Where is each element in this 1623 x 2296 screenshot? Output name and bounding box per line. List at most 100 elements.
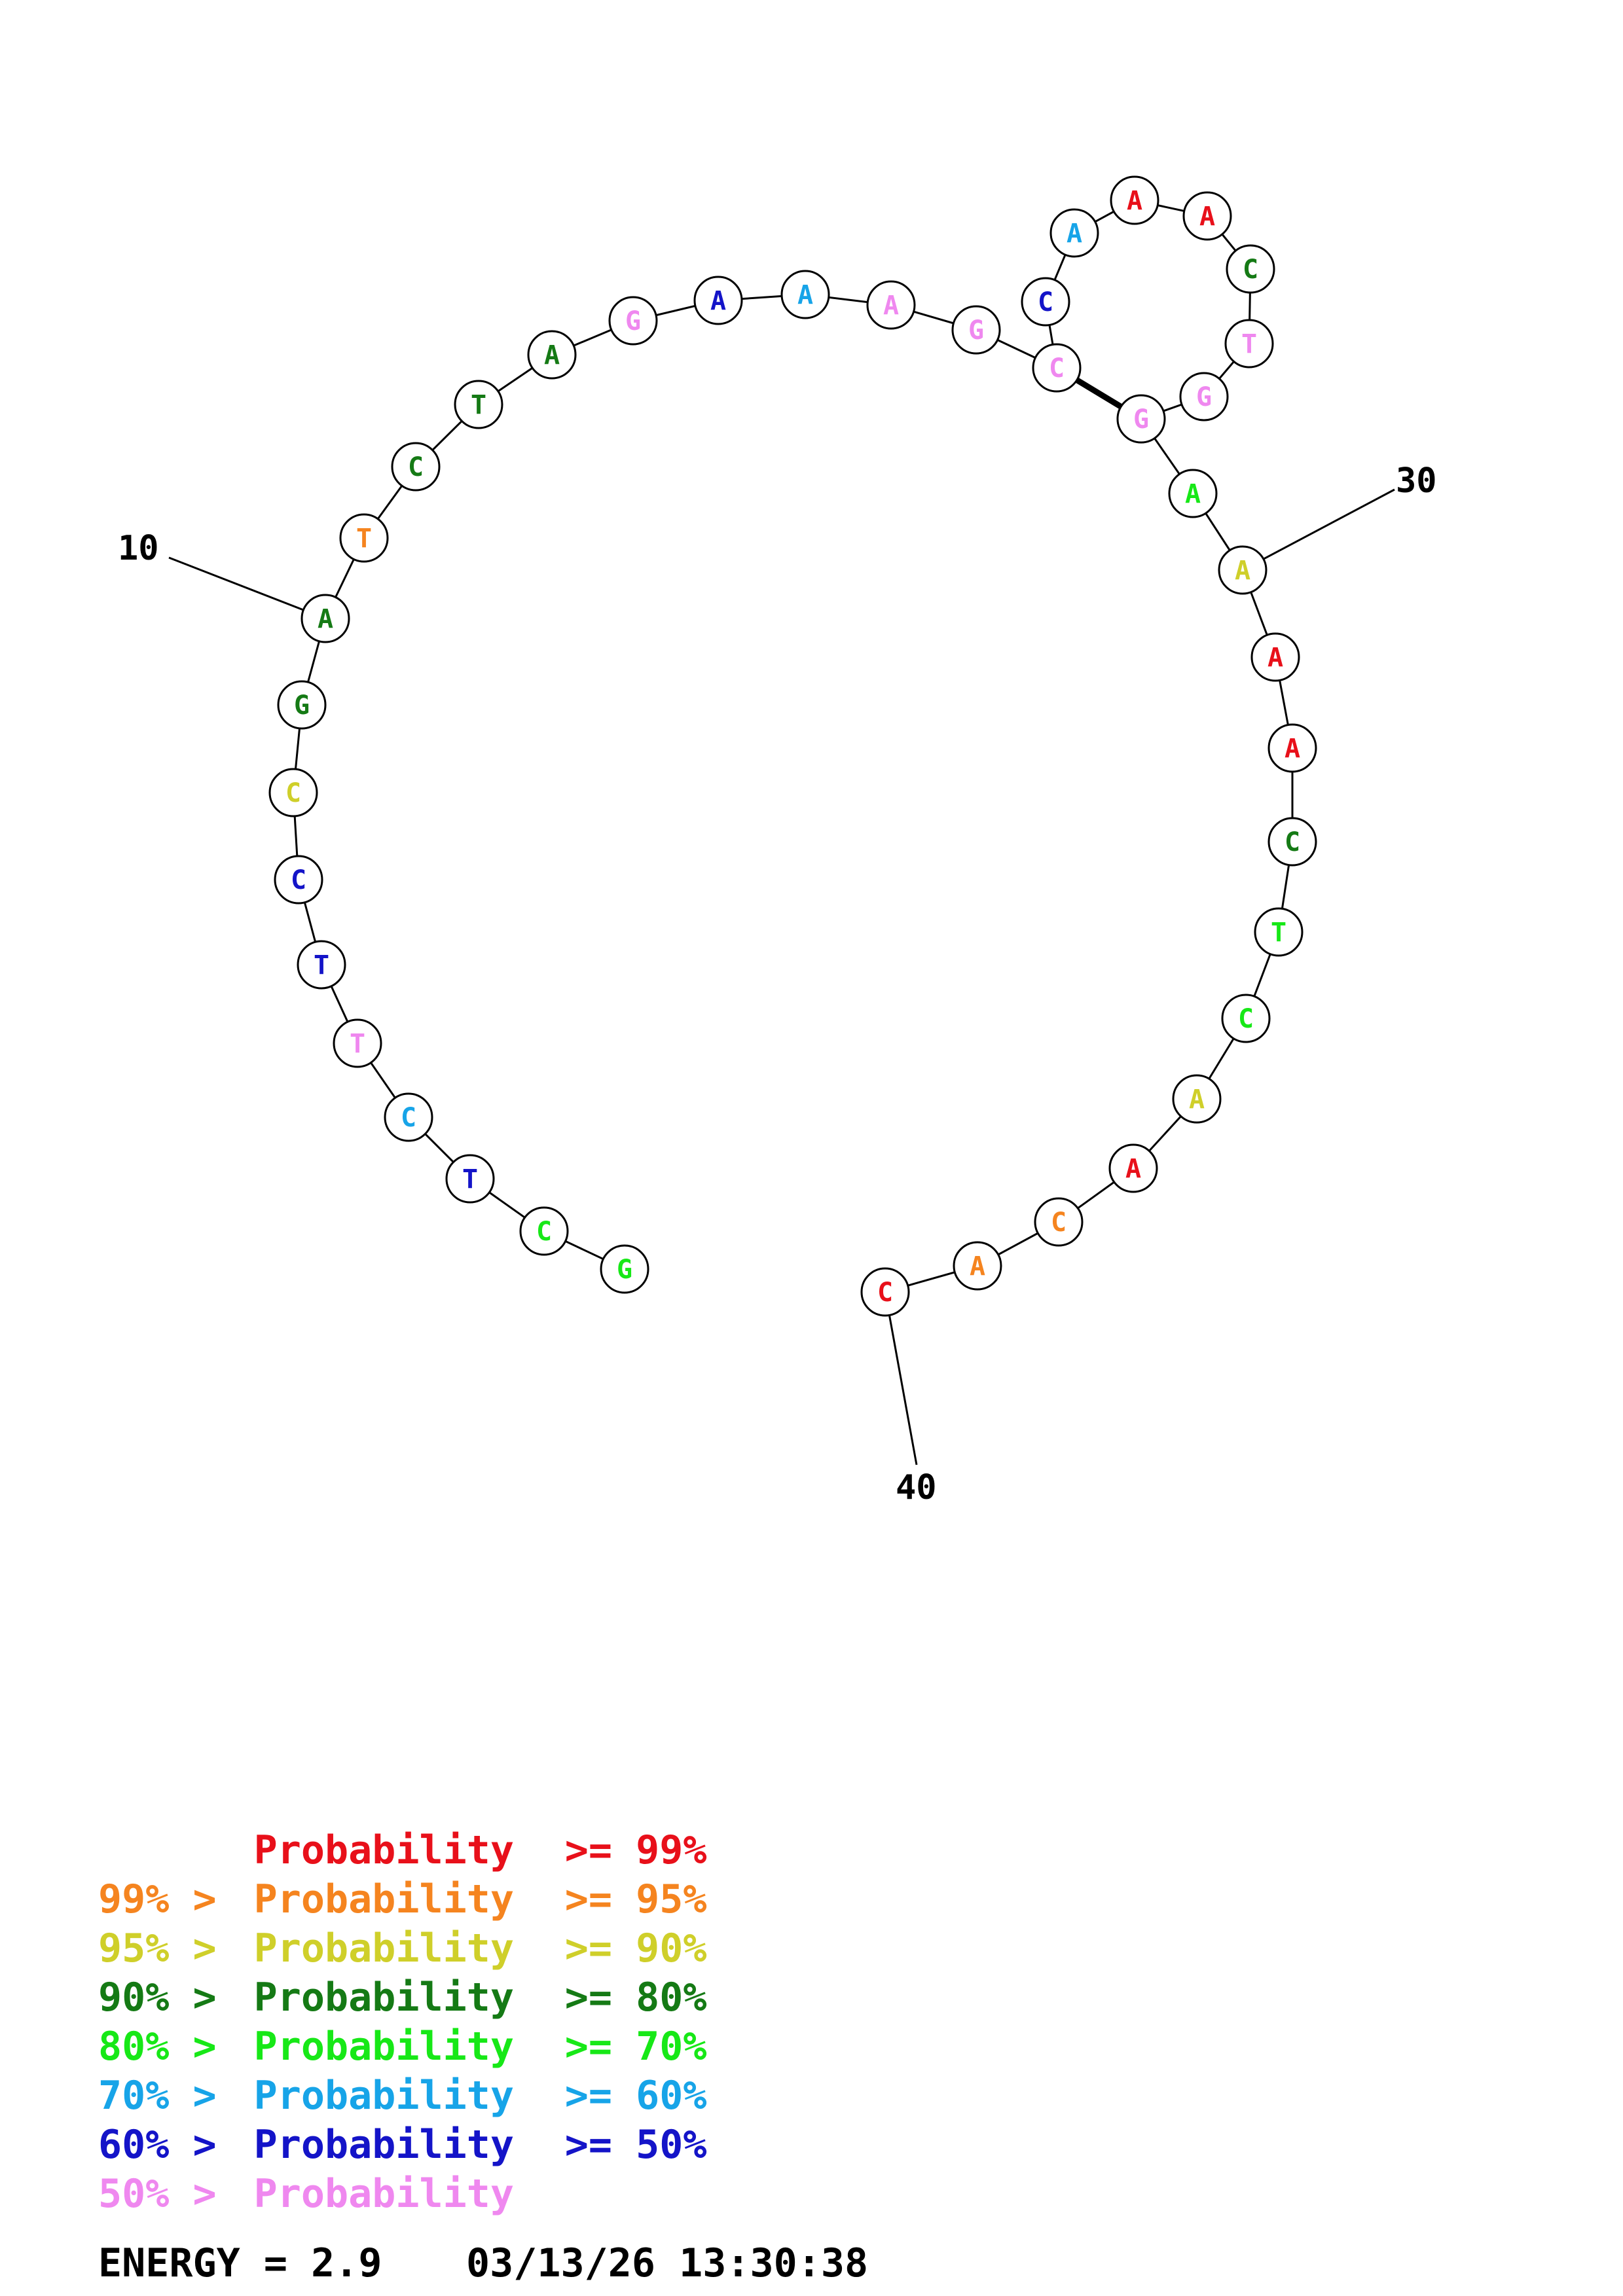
nucleotide: G [1179,372,1229,422]
nucleotide-circle [1226,244,1275,294]
nucleotide-letter: C [536,1217,552,1247]
nucleotide: T [297,940,346,990]
position-label: 30 [1396,461,1437,501]
nucleotide: C [391,442,441,492]
timestamp-text: 03/13/26 13:30:38 [466,2240,868,2286]
legend-suffix: >= 99% [565,1827,707,1873]
legend-entry: Probability >= 99% [254,1827,707,1873]
legend-prefix: 90% > [98,1975,217,2020]
nucleotide: T [333,1018,382,1068]
legend-entry: 60% > Probability >= 50% [98,2122,707,2168]
nucleotide: A [1182,191,1232,241]
legend-prefix: 95% > [98,1926,217,1971]
nucleotide: T [339,513,389,563]
nucleotide-circle [1179,372,1229,422]
nucleotide-circle [339,513,389,563]
nucleotide-circle [333,1018,382,1068]
legend-label: Probability [254,1926,514,1971]
nucleotide: C [1032,343,1082,393]
nucleotide-letter: G [617,1255,632,1285]
nucleotide-circle [1224,319,1274,368]
nucleotide-circle [301,594,350,643]
nucleotide-letter: T [314,950,329,980]
legend-label: Probability [254,2122,514,2168]
legend-entry: 90% > Probability >= 80% [98,1975,707,2020]
nucleotide: A [527,330,577,380]
nucleotide-letter: A [544,340,560,370]
nucleotide-letter: A [1235,556,1250,586]
nucleotide: A [1108,1143,1158,1193]
nucleotide: A [1049,208,1099,258]
nucleotide-letter: G [294,691,310,721]
legend-entry: 99% > Probability >= 95% [98,1876,707,1922]
legend-prefix: 99% > [98,1876,217,1922]
nucleotide: A [953,1241,1002,1291]
nucleotide-circle [1049,208,1099,258]
nucleotide-circle [268,768,318,817]
nucleotide: A [1250,632,1300,682]
nucleotide-circle [1172,1074,1222,1124]
nucleotide: A [1267,723,1317,773]
nucleotide-circle [1032,343,1082,393]
legend-suffix: >= 70% [565,2024,707,2070]
position-label-line [884,1291,918,1465]
nucleotide: C [860,1267,910,1317]
nucleotide-circle [951,305,1001,355]
nucleotide-circle [1267,817,1317,867]
nucleotide: G [600,1244,649,1294]
nucleotide-letter: T [471,390,486,420]
nucleotide-circle [608,296,658,346]
nucleotide-circle [953,1241,1002,1291]
nucleotide: G [1116,394,1166,444]
nucleotide-letter: T [1271,918,1286,948]
nucleotide-circle [1116,394,1166,444]
nucleotide-letter: C [1038,287,1053,317]
nucleotide: T [1254,907,1304,957]
nucleotide: A [693,276,743,325]
legend-label: Probability [254,1827,514,1873]
legend-label: Probability [254,1975,514,2020]
nucleotide-circle [1168,469,1218,518]
nucleotide-circle [1021,277,1070,327]
nucleotide-circle [1034,1197,1084,1247]
legend-label: Probability [254,2171,514,2217]
nucleotide-letter: A [1127,186,1142,216]
legend-entry: 80% > Probability >= 70% [98,2024,707,2070]
nucleotide-circle [860,1267,910,1317]
nucleotide-circle [693,276,743,325]
legend-label: Probability [254,2073,514,2119]
legend-label: Probability [254,1876,514,1922]
position-label-line [1242,488,1395,571]
nucleotide: A [1218,545,1267,595]
nucleotide: C [1226,244,1275,294]
nucleotide: C [1221,994,1271,1043]
nucleotide-circle [445,1154,495,1204]
nucleotide-letter: C [1285,827,1300,857]
nucleotide: T [1224,319,1274,368]
nucleotide: C [268,768,318,817]
nucleotide: T [454,380,503,429]
nucleotide: A [1172,1074,1222,1124]
nucleotide-letter: C [291,865,306,895]
nucleotide-circle [277,680,327,730]
nucleotide-circle [1182,191,1232,241]
nucleotide: A [866,280,916,330]
nucleotide: C [384,1092,433,1142]
backbone-lines [292,199,1294,1293]
legend-entry: 50% > Probability [98,2171,514,2217]
nucleotide-letter: A [710,286,726,316]
nucleotide-letter: C [401,1103,416,1133]
nucleotide: C [1021,277,1070,327]
nucleotide-circle [1221,994,1271,1043]
nucleotide-letter: G [625,306,641,336]
nucleotide: C [1267,817,1317,867]
nucleotide: A [1168,469,1218,518]
nucleotide-letter: C [1049,353,1065,384]
nucleotide: C [274,855,323,905]
position-label-line [168,556,326,620]
nucleotide-letter: T [462,1164,478,1194]
legend-prefix: 80% > [98,2024,217,2070]
nucleotide: G [951,305,1001,355]
position-label: 40 [896,1468,937,1507]
